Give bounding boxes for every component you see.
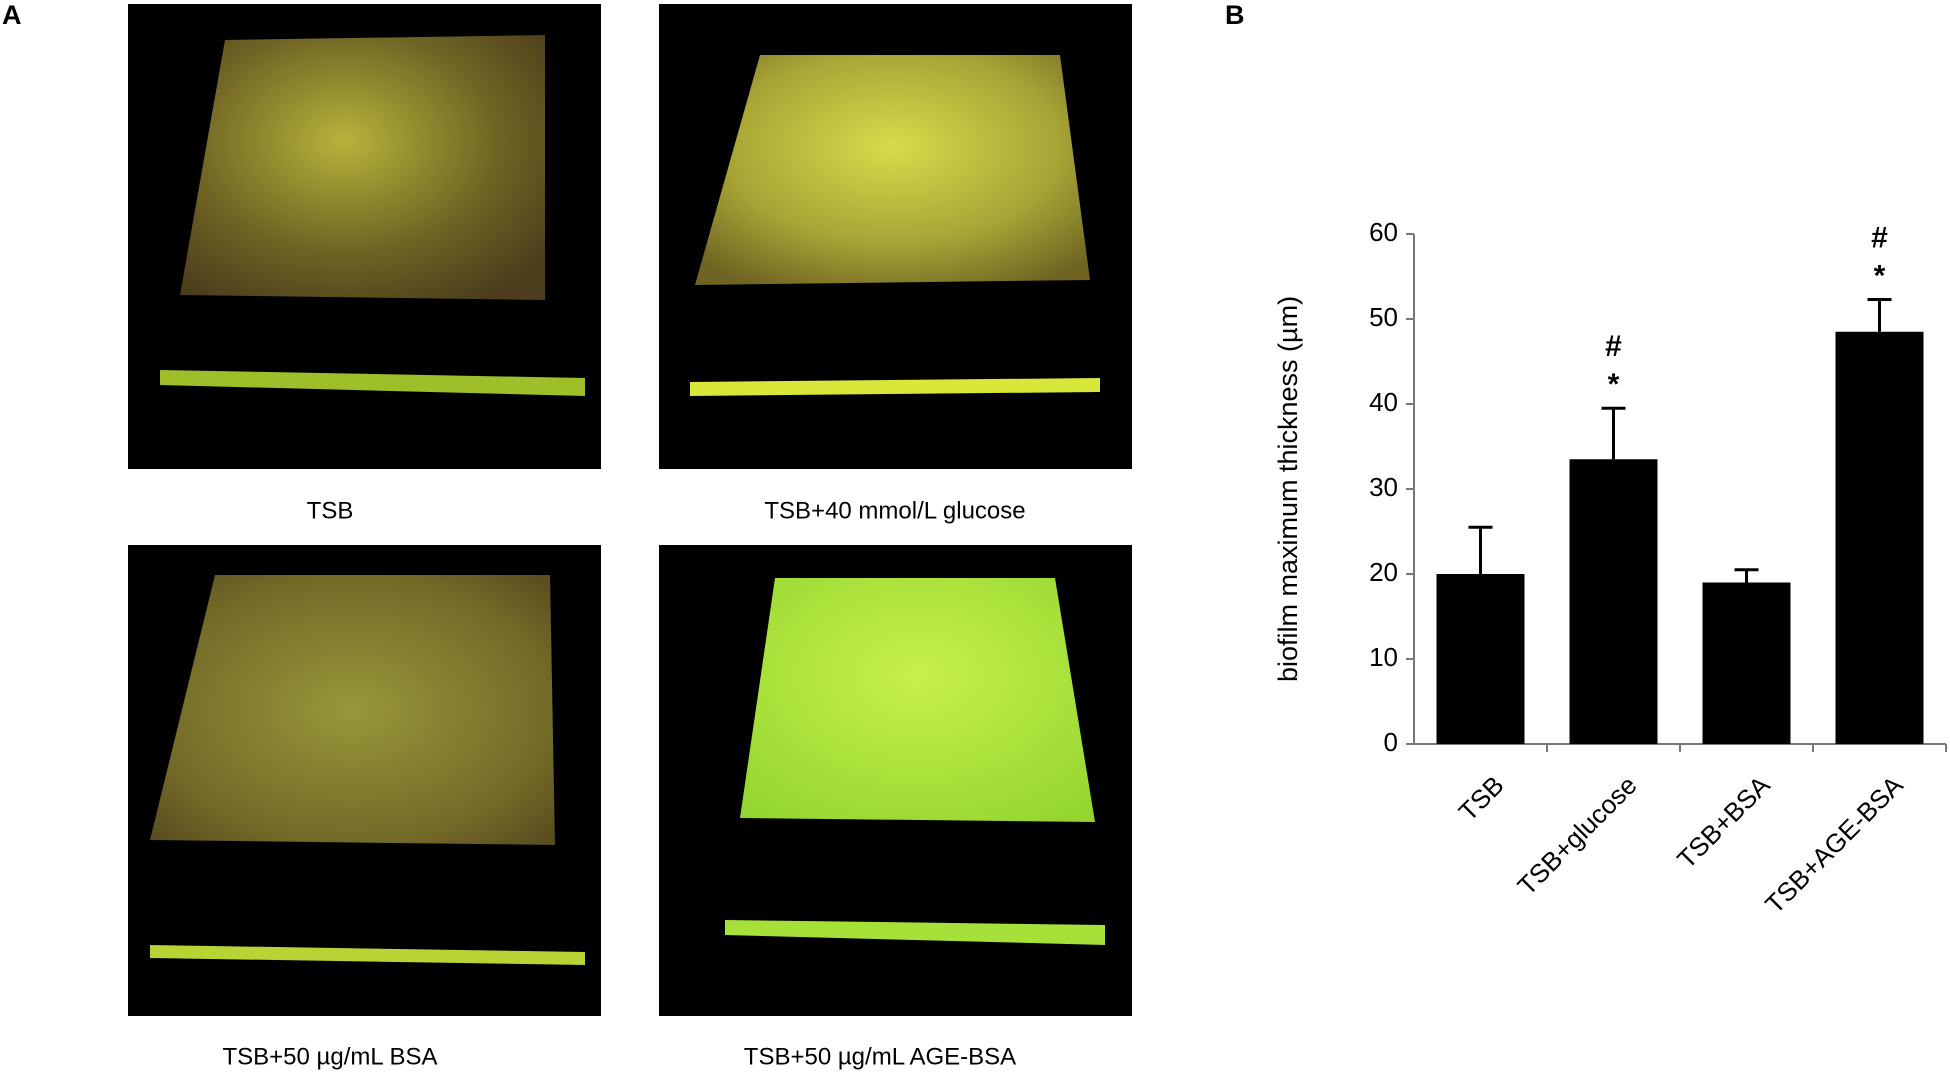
image-caption: TSB+50 µg/mL AGE-BSA: [744, 1043, 1016, 1070]
x-tick-label: TSB: [1453, 770, 1510, 827]
significance-mark: #: [1871, 221, 1888, 254]
y-tick-label: 10: [1369, 642, 1398, 672]
significance-mark: *: [1608, 368, 1620, 401]
image-caption: TSB+40 mmol/L glucose: [764, 497, 1025, 524]
error-bar: [1867, 297, 1892, 332]
y-tick-label: 20: [1369, 557, 1398, 587]
panel-label: A: [2, 0, 22, 30]
x-tick-label: TSB+glucose: [1512, 770, 1643, 901]
bar: [1569, 459, 1658, 744]
microscopy-image: [659, 545, 1132, 1016]
significance-mark: *: [1874, 259, 1886, 292]
error-bar: [1734, 568, 1759, 583]
panel-label: B: [1225, 0, 1245, 30]
y-tick-label: 50: [1369, 302, 1398, 332]
microscopy-image: [128, 4, 601, 469]
error-bar: [1468, 525, 1493, 574]
image-caption: TSB: [307, 497, 354, 524]
y-tick-label: 0: [1384, 727, 1398, 757]
bar: [1436, 574, 1525, 744]
y-axis-label: biofilm maximum thickness (µm): [1273, 296, 1303, 682]
error-bar: [1601, 406, 1626, 460]
image-caption: TSB+50 µg/mL BSA: [222, 1043, 437, 1070]
bar: [1835, 331, 1924, 744]
y-tick-label: 40: [1369, 387, 1398, 417]
significance-mark: #: [1605, 330, 1622, 363]
x-tick-label: TSB+AGE-BSA: [1759, 769, 1909, 919]
microscopy-image: [659, 4, 1132, 469]
y-tick-label: 30: [1369, 472, 1398, 502]
microscopy-image: [128, 545, 601, 1016]
x-tick-label: TSB+BSA: [1671, 769, 1776, 874]
y-tick-label: 60: [1369, 217, 1398, 247]
bar: [1702, 582, 1791, 744]
